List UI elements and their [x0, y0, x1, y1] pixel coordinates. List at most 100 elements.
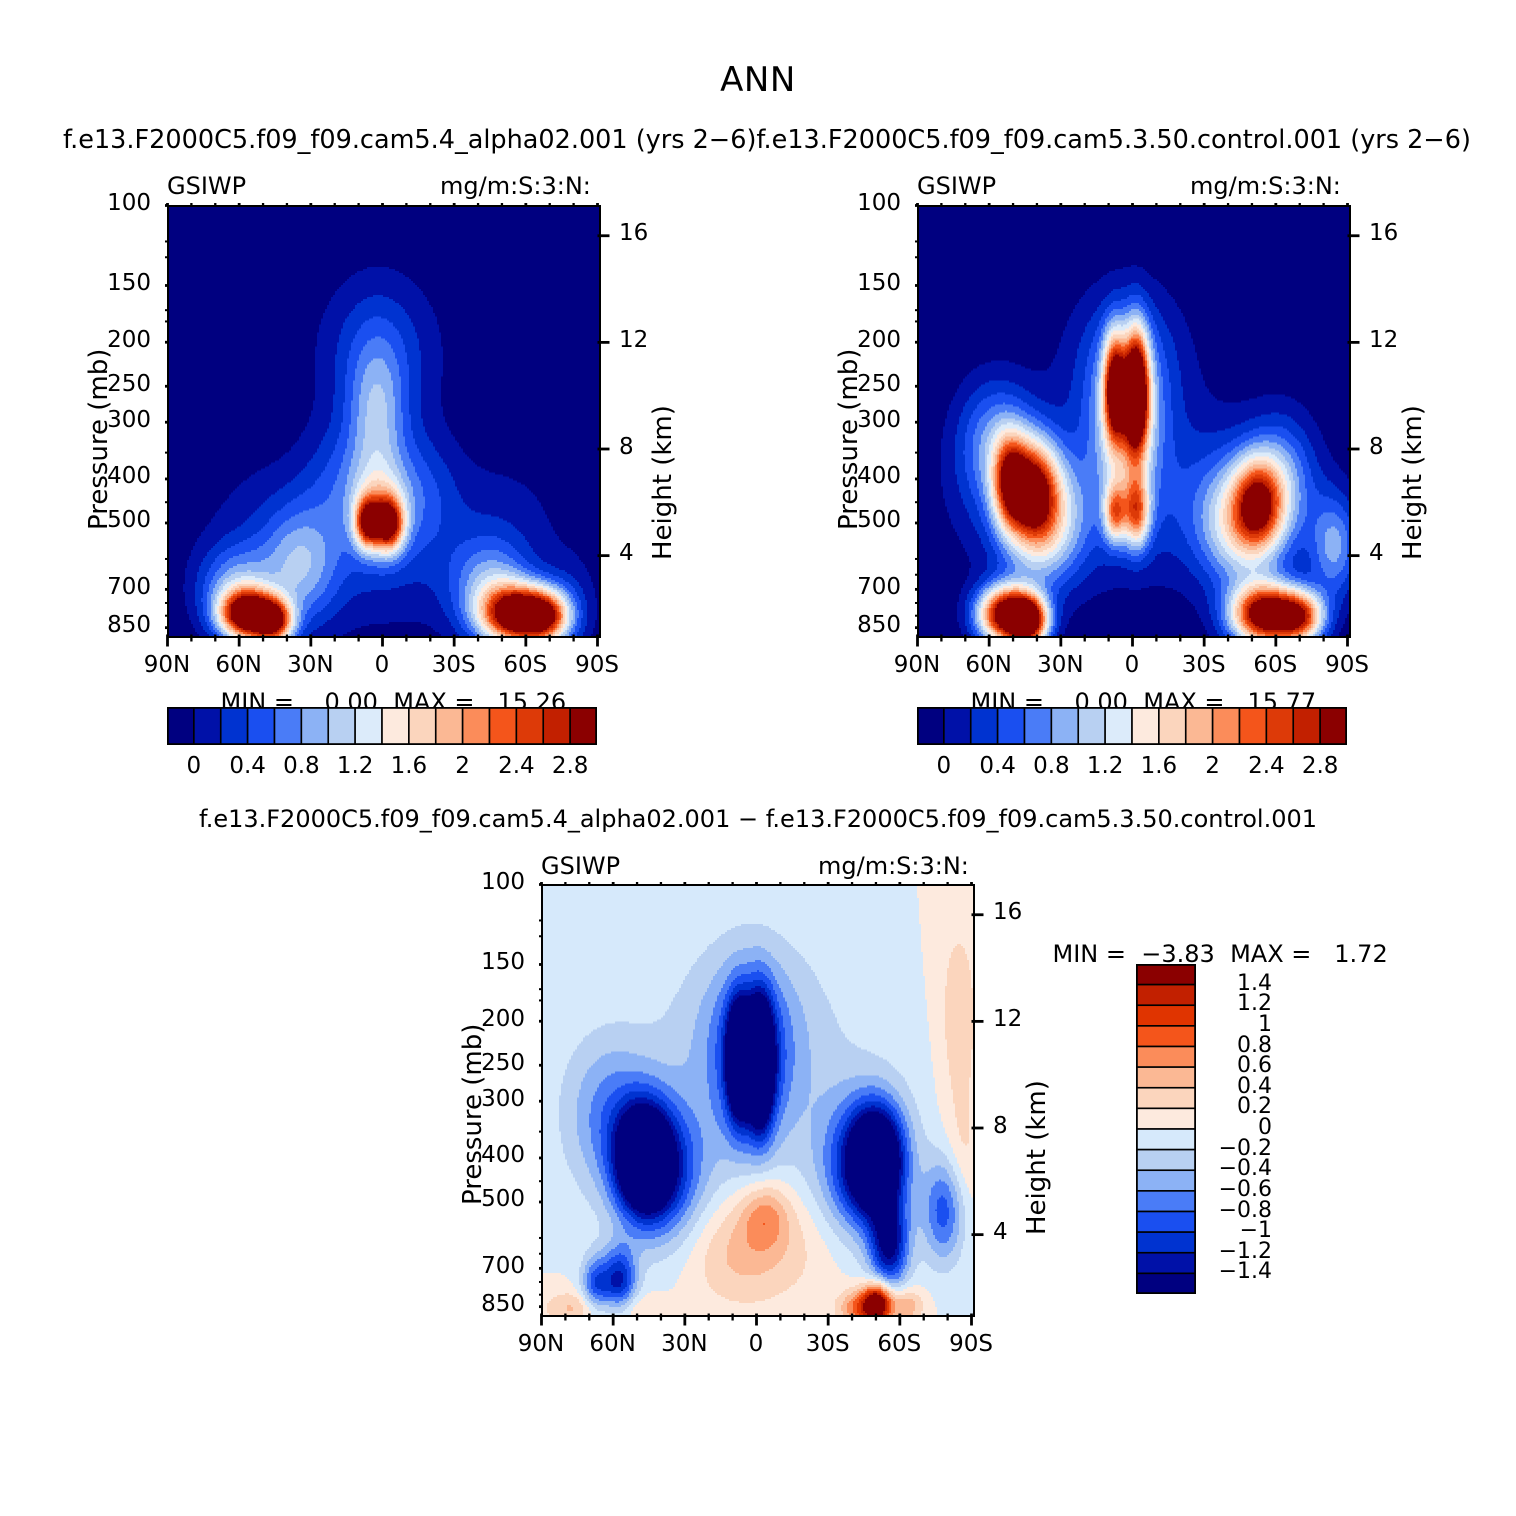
difference-title: f.e13.F2000C5.f09_f09.cam5.4_alpha02.001…	[198, 805, 1317, 833]
case-names-line: f.e13.F2000C5.f09_f09.cam5.4_alpha02.001…	[63, 125, 1471, 155]
y-tick-label: 400	[107, 463, 151, 490]
units-label-right: mg/m:S:3:N:	[1190, 172, 1341, 200]
y-tick-label: 100	[107, 190, 151, 216]
colorbar-tick-label: 1.6	[1140, 753, 1178, 779]
x-tick-label: 0	[374, 652, 390, 678]
min-label-diff: MIN =	[1052, 940, 1126, 968]
y-tick-label: 850	[857, 612, 901, 639]
colorbar-left[interactable]: 0 0.4 0.8 1.2 1.6 2 2.4 2.8	[167, 707, 597, 779]
x-tick-label: 30S	[805, 1331, 850, 1357]
y-tick-label: 850	[481, 1291, 525, 1318]
y2-tick-label: 16	[619, 220, 649, 247]
colorbar-tick-label: 0	[186, 753, 202, 779]
y2-tick-label: 8	[993, 1112, 1008, 1139]
y-tick-label: 500	[481, 1186, 525, 1213]
x-tick-label: 90N	[517, 1331, 565, 1357]
y-tick-label: 200	[107, 326, 151, 353]
colorbar-tick-label: 1.6	[390, 753, 428, 779]
colorbar-tick-label: 0.6	[1237, 1053, 1272, 1079]
y-tick-label: 100	[857, 190, 901, 216]
colorbar-tick-label: 2.8	[1301, 753, 1339, 779]
y-tick-label: 500	[857, 507, 901, 534]
y2-axis-label-right: Height (km)	[1398, 405, 1428, 560]
x-tick-label: 30N	[661, 1331, 708, 1357]
y2-tick-label: 12	[619, 326, 649, 353]
colorbar-tick-label: 2.4	[1248, 753, 1285, 779]
y-tick-label: 700	[107, 573, 151, 600]
variable-label-right: GSIWP	[917, 172, 997, 200]
max-label-diff: MAX =	[1230, 940, 1312, 968]
x-tick-label: 30S	[1181, 652, 1226, 678]
y-tick-label: 250	[857, 370, 901, 397]
colorbar-right[interactable]: 0 0.4 0.8 1.2 1.6 2 2.4 2.8	[917, 707, 1347, 779]
y-tick-label: 400	[857, 463, 901, 490]
contour-plot-left[interactable]	[167, 205, 601, 638]
colorbar-tick-label: −0.2	[1218, 1135, 1272, 1161]
y-tick-label: 150	[481, 948, 525, 975]
variable-label-left: GSIWP	[167, 172, 247, 200]
colorbar-tick-label: 1.2	[1086, 753, 1124, 779]
colorbar-tick-label: 0.4	[1237, 1073, 1272, 1099]
colorbar-tick-label: 1	[1258, 1011, 1272, 1037]
x-tick-label: 60N	[965, 652, 1012, 678]
colorbar-tick-label: 2.4	[498, 753, 535, 779]
x-tick-label: 60S	[503, 652, 548, 678]
y-tick-label: 150	[857, 269, 901, 296]
y-tick-label: 700	[481, 1252, 525, 1279]
x-tick-label: 60S	[1253, 652, 1298, 678]
colorbar-tick-label: −1.4	[1218, 1259, 1272, 1285]
colorbar-tick-label: 0.4	[979, 753, 1016, 779]
y-tick-label: 300	[107, 406, 151, 433]
x-tick-label: 90S	[949, 1331, 993, 1357]
y-tick-label: 200	[857, 326, 901, 353]
contour-plot-difference[interactable]	[541, 884, 975, 1317]
x-tick-label: 90S	[1325, 652, 1369, 678]
x-tick-label: 0	[1124, 652, 1140, 678]
x-tick-label: 30S	[431, 652, 476, 678]
y2-axis-label-diff: Height (km)	[1022, 1080, 1052, 1235]
x-tick-label: 0	[748, 1331, 764, 1357]
x-tick-label: 30N	[287, 652, 334, 678]
x-tick-label: 90S	[575, 652, 619, 678]
colorbar-tick-label: 0.2	[1237, 1094, 1272, 1120]
y-tick-label: 300	[857, 406, 901, 433]
colorbar-tick-label: −1.2	[1218, 1238, 1272, 1264]
y-tick-label: 250	[107, 370, 151, 397]
max-value-diff: 1.72	[1334, 940, 1388, 968]
y-tick-label: 400	[481, 1142, 525, 1169]
colorbar-tick-label: 2	[455, 753, 470, 779]
y2-tick-label: 4	[1369, 540, 1384, 567]
x-tick-label: 60N	[589, 1331, 636, 1357]
y-tick-label: 100	[481, 869, 525, 895]
colorbar-tick-label: −0.8	[1218, 1197, 1272, 1223]
y2-tick-label: 12	[993, 1005, 1023, 1032]
x-tick-label: 60S	[877, 1331, 922, 1357]
y-tick-label: 700	[857, 573, 901, 600]
x-tick-label: 90N	[893, 652, 941, 678]
y2-tick-label: 4	[993, 1219, 1008, 1246]
colorbar-tick-label: 2	[1205, 753, 1220, 779]
colorbar-tick-label: −1	[1239, 1218, 1272, 1244]
colorbar-tick-label: 1.4	[1237, 970, 1272, 996]
colorbar-tick-label: 0	[936, 753, 952, 779]
colorbar-tick-label: 2.8	[551, 753, 589, 779]
colorbar-tick-label: 0	[1258, 1115, 1272, 1140]
y-tick-label: 200	[481, 1005, 525, 1032]
y-tick-label: 500	[107, 507, 151, 534]
y2-tick-label: 4	[619, 540, 634, 567]
colorbar-difference[interactable]: 1.4 1.2 1 0.8 0.6 0.4 0.2 0 −0.2 −0.4 −0.6 −0.8 −1 −1…	[1136, 964, 1272, 1294]
x-tick-label: 90N	[143, 652, 191, 678]
y2-tick-label: 16	[1369, 220, 1399, 247]
colorbar-tick-label: 0.8	[1237, 1032, 1272, 1058]
colorbar-tick-label: 1.2	[336, 753, 374, 779]
y2-axis-label-left: Height (km)	[648, 405, 678, 560]
units-label-left: mg/m:S:3:N:	[440, 172, 591, 200]
colorbar-tick-label: 0.4	[229, 753, 266, 779]
colorbar-tick-label: −0.6	[1218, 1176, 1272, 1202]
y2-tick-label: 8	[619, 433, 634, 460]
contour-plot-right[interactable]	[917, 205, 1351, 638]
colorbar-tick-label: −0.4	[1218, 1156, 1272, 1182]
x-tick-label: 60N	[215, 652, 262, 678]
y2-tick-label: 16	[993, 899, 1023, 926]
x-tick-label: 30N	[1037, 652, 1084, 678]
